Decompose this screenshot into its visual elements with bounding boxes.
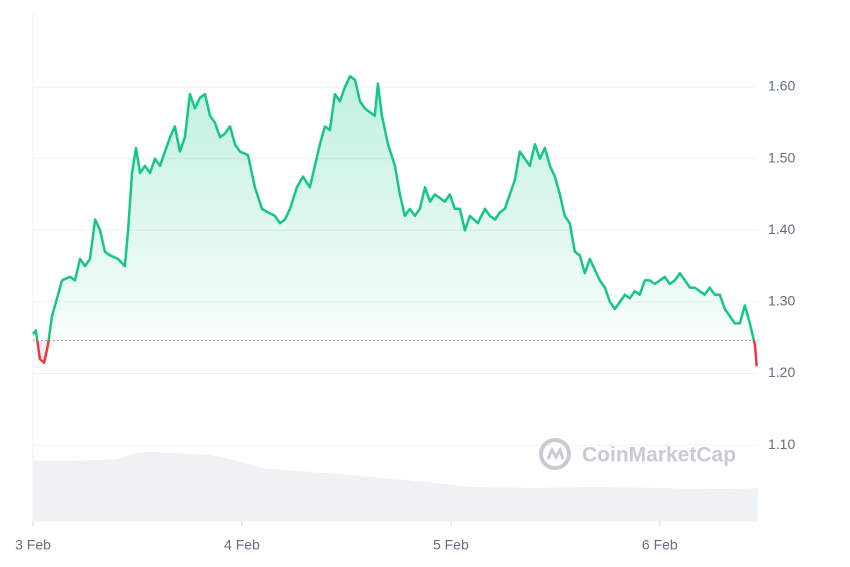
x-tick-label: 4 Feb bbox=[224, 537, 260, 553]
y-tick-label: 1.10 bbox=[768, 436, 795, 452]
y-tick-label: 1.60 bbox=[768, 78, 795, 94]
x-tick-label: 5 Feb bbox=[433, 537, 469, 553]
price-area bbox=[33, 76, 757, 367]
watermark: CoinMarketCap bbox=[582, 444, 736, 467]
volume-area bbox=[33, 451, 758, 521]
watermark-logo bbox=[539, 438, 571, 470]
y-tick-label: 1.30 bbox=[768, 293, 795, 309]
price-line bbox=[32, 75, 758, 367]
y-tick-label: 1.40 bbox=[768, 221, 795, 237]
y-tick-label: 1.50 bbox=[768, 149, 795, 165]
y-tick-label: 1.20 bbox=[768, 364, 795, 380]
x-tick-label: 6 Feb bbox=[642, 537, 678, 553]
x-tick-label: 3 Feb bbox=[15, 537, 51, 553]
